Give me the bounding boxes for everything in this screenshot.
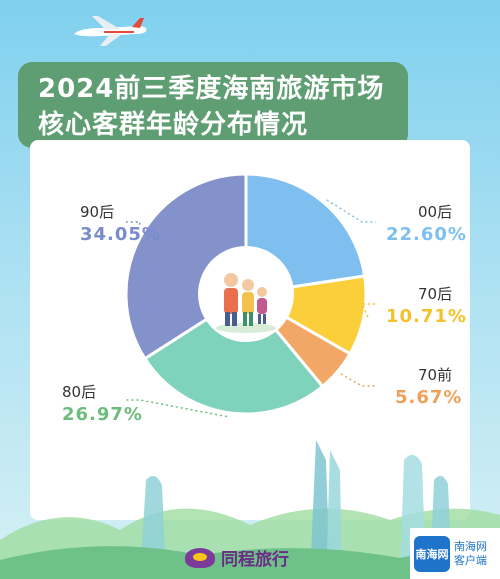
news-logo-icon: 南海网 bbox=[414, 535, 450, 572]
leader-line-00后 bbox=[326, 199, 376, 223]
city-skyline-illustration bbox=[0, 440, 500, 579]
label-70后-category: 70后 bbox=[418, 285, 453, 303]
label-80后-value: 26.97% bbox=[62, 404, 143, 425]
pie-slice-80后 bbox=[142, 292, 325, 416]
title-banner bbox=[18, 62, 408, 166]
news-client-badge: 南海网 南海网 客户端 bbox=[410, 528, 500, 579]
label-70后-value: 10.71% bbox=[386, 306, 467, 327]
label-80后-category: 80后 bbox=[62, 383, 97, 401]
badge-line2: 客户端 bbox=[454, 553, 487, 567]
label-00后-value: 22.60% bbox=[386, 224, 467, 245]
label-90后-value: 34.05% bbox=[80, 224, 161, 245]
label-70前-value: 5.67% bbox=[395, 387, 463, 408]
leader-line-70前 bbox=[340, 373, 376, 387]
chart-title-line1: 2024前三季度海南旅游市场 bbox=[38, 74, 385, 104]
brand-logo-icon bbox=[185, 547, 215, 568]
chart-title-line2: 核心客群年龄分布情况 bbox=[38, 110, 309, 140]
brand-name: 同程旅行 bbox=[221, 550, 289, 570]
label-70前-category: 70前 bbox=[418, 366, 453, 384]
label-90后-category: 90后 bbox=[80, 203, 115, 221]
travelers-illustration bbox=[216, 273, 276, 333]
brand-logo: 同程旅行 bbox=[185, 545, 289, 570]
label-00后-category: 00后 bbox=[418, 203, 453, 221]
airplane-illustration bbox=[74, 16, 147, 46]
badge-line1: 南海网 bbox=[454, 539, 487, 553]
